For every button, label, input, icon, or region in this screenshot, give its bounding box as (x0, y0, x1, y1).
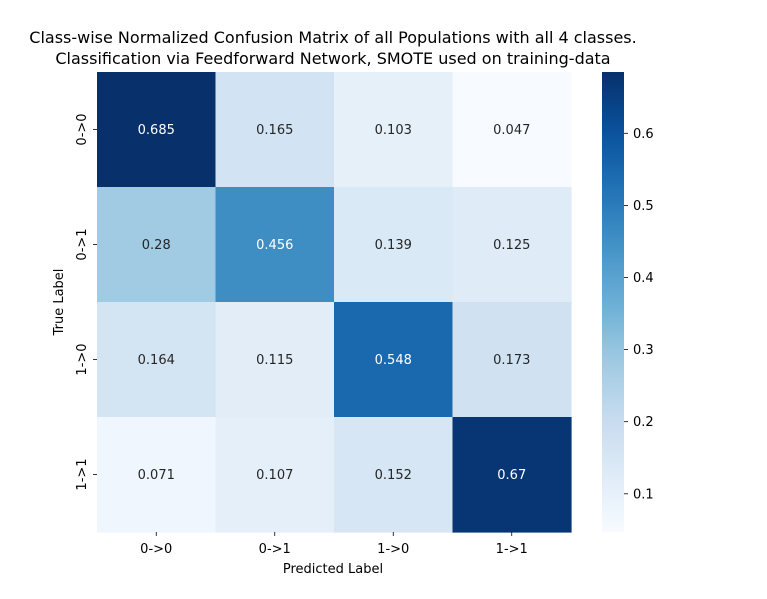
y-axis-label: True Label (52, 269, 67, 337)
colorbar-tick-label: 0.6 (633, 127, 654, 142)
heatmap-cell (334, 417, 454, 533)
heatmap-cell-label: 0.103 (375, 123, 412, 138)
heatmap-cell-label: 0.107 (256, 468, 293, 483)
heatmap-cell-label: 0.071 (138, 468, 175, 483)
y-tick-label: 1->0 (75, 343, 90, 375)
heatmap-cell-label: 0.685 (138, 123, 175, 138)
heatmap-cell-label: 0.165 (256, 123, 293, 138)
y-axis-ticks: 0->0 0->1 1->0 1->1 (75, 113, 97, 491)
y-tick-label: 1->1 (75, 458, 90, 490)
heatmap-cell (97, 72, 217, 188)
heatmap-cell-label: 0.139 (375, 238, 412, 253)
x-tick-label: 0->0 (140, 542, 172, 557)
colorbar: 0.1 0.2 0.3 0.4 0.5 0.6 (602, 72, 654, 532)
chart-title: Class-wise Normalized Confusion Matrix o… (29, 28, 636, 68)
colorbar-tick-label: 0.3 (633, 343, 654, 358)
heatmap-cell-label: 0.115 (256, 353, 293, 368)
colorbar-tick-label: 0.5 (633, 199, 654, 214)
heatmap-cell (215, 302, 335, 418)
x-axis-label: Predicted Label (283, 562, 383, 577)
heatmap-cell-label: 0.152 (375, 468, 412, 483)
heatmap-cell-label: 0.173 (493, 353, 530, 368)
colorbar-tick-label: 0.4 (633, 271, 654, 286)
heatmap-cell (334, 302, 454, 418)
colorbar-tick-label: 0.2 (633, 415, 654, 430)
heatmap-cell (452, 72, 572, 188)
x-tick-label: 0->1 (259, 542, 291, 557)
heatmap-cell (215, 72, 335, 188)
heatmap-cell (97, 417, 217, 533)
y-tick-label: 0->1 (75, 228, 90, 260)
heatmap-cell-labels: 0.685 0.165 0.103 0.047 0.28 0.456 0.139 0.125 0… (138, 123, 531, 483)
heatmap-cell-label: 0.125 (493, 238, 530, 253)
heatmap-cell (334, 72, 454, 188)
heatmap-cell-label: 0.67 (497, 468, 526, 483)
x-tick-label: 1->1 (496, 542, 528, 557)
chart-title-line-1: Class-wise Normalized Confusion Matrix o… (29, 28, 636, 47)
colorbar-ticks: 0.1 0.2 0.3 0.4 0.5 0.6 (624, 127, 654, 502)
colorbar-tick-label: 0.1 (633, 487, 654, 502)
y-tick-label: 0->0 (75, 113, 90, 145)
heatmap-cell-label: 0.456 (256, 238, 293, 253)
heatmap-cell (97, 302, 217, 418)
chart-title-line-2: Classification via Feedforward Network, … (55, 49, 610, 68)
heatmap-cell (97, 187, 217, 303)
colorbar-gradient (602, 72, 624, 532)
x-axis-ticks: 0->0 0->1 1->0 1->1 (140, 532, 528, 557)
heatmap-cell (215, 417, 335, 533)
heatmap-cell (334, 187, 454, 303)
heatmap-cell-label: 0.164 (138, 353, 175, 368)
heatmap-cell-label: 0.28 (142, 238, 171, 253)
heatmap-cells (97, 72, 572, 533)
heatmap-cell-label: 0.047 (493, 123, 530, 138)
heatmap-cell-label: 0.548 (375, 353, 412, 368)
x-tick-label: 1->0 (377, 542, 409, 557)
heatmap-cell (452, 302, 572, 418)
heatmap-cell (452, 187, 572, 303)
heatmap-cell (215, 187, 335, 303)
heatmap-cell (452, 417, 572, 533)
